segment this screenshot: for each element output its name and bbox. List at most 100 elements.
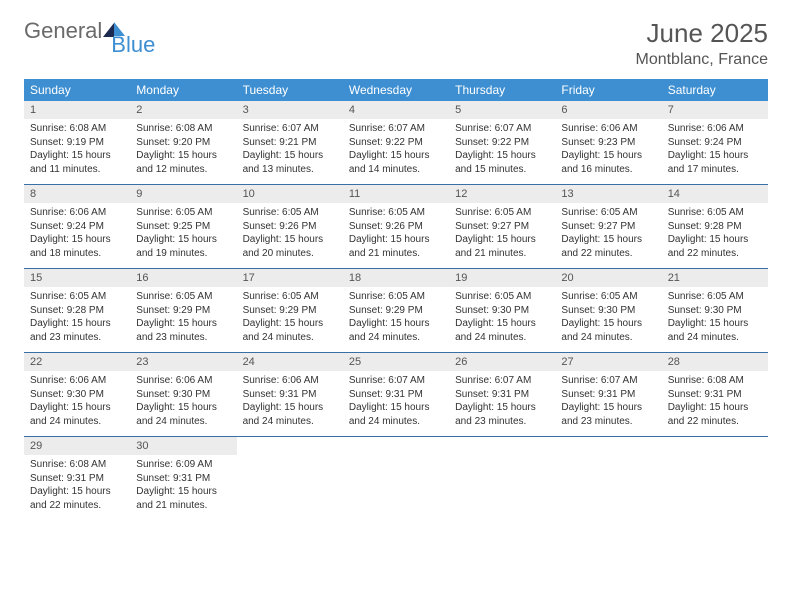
day-ss: Sunset: 9:22 PM bbox=[349, 136, 443, 150]
day-sr: Sunrise: 6:05 AM bbox=[349, 206, 443, 220]
day-number-row: 891011121314 bbox=[24, 185, 768, 204]
day-ss: Sunset: 9:22 PM bbox=[455, 136, 549, 150]
day-d2: and 24 minutes. bbox=[243, 415, 337, 429]
day-ss: Sunset: 9:26 PM bbox=[349, 220, 443, 234]
day-detail-row: Sunrise: 6:08 AMSunset: 9:31 PMDaylight:… bbox=[24, 455, 768, 520]
day-number-cell: 10 bbox=[237, 185, 343, 204]
day-sr: Sunrise: 6:08 AM bbox=[136, 122, 230, 136]
day-d2: and 20 minutes. bbox=[243, 247, 337, 261]
day-ss: Sunset: 9:25 PM bbox=[136, 220, 230, 234]
day-ss: Sunset: 9:31 PM bbox=[243, 388, 337, 402]
day-name: Monday bbox=[130, 79, 236, 101]
day-sr: Sunrise: 6:07 AM bbox=[349, 374, 443, 388]
day-d1: Daylight: 15 hours bbox=[30, 485, 124, 499]
day-number: 29 bbox=[30, 440, 42, 452]
day-number-row: 2930 bbox=[24, 437, 768, 456]
day-d2: and 24 minutes. bbox=[349, 415, 443, 429]
day-number-cell: 26 bbox=[449, 353, 555, 372]
day-number-cell: 3 bbox=[237, 101, 343, 119]
day-name: Sunday bbox=[24, 79, 130, 101]
day-d2: and 21 minutes. bbox=[136, 499, 230, 513]
day-name: Saturday bbox=[662, 79, 768, 101]
day-d2: and 21 minutes. bbox=[349, 247, 443, 261]
day-detail-cell: Sunrise: 6:06 AMSunset: 9:31 PMDaylight:… bbox=[237, 371, 343, 437]
day-d2: and 24 minutes. bbox=[668, 331, 762, 345]
logo-text-blue: Blue bbox=[111, 32, 155, 58]
day-detail-cell: Sunrise: 6:05 AMSunset: 9:29 PMDaylight:… bbox=[343, 287, 449, 353]
day-d1: Daylight: 15 hours bbox=[136, 233, 230, 247]
day-sr: Sunrise: 6:06 AM bbox=[561, 122, 655, 136]
day-number-cell: 19 bbox=[449, 269, 555, 288]
day-number-cell: 24 bbox=[237, 353, 343, 372]
day-number-cell: 13 bbox=[555, 185, 661, 204]
day-ss: Sunset: 9:31 PM bbox=[30, 472, 124, 486]
day-detail-cell bbox=[449, 455, 555, 520]
day-detail-cell: Sunrise: 6:07 AMSunset: 9:31 PMDaylight:… bbox=[449, 371, 555, 437]
day-d1: Daylight: 15 hours bbox=[136, 401, 230, 415]
day-ss: Sunset: 9:24 PM bbox=[30, 220, 124, 234]
day-sr: Sunrise: 6:05 AM bbox=[455, 290, 549, 304]
day-number-cell: 18 bbox=[343, 269, 449, 288]
day-number: 20 bbox=[561, 272, 573, 284]
day-detail-cell: Sunrise: 6:05 AMSunset: 9:30 PMDaylight:… bbox=[449, 287, 555, 353]
day-number-cell bbox=[555, 437, 661, 456]
day-d2: and 24 minutes. bbox=[349, 331, 443, 345]
day-number: 3 bbox=[243, 104, 249, 116]
day-d2: and 18 minutes. bbox=[30, 247, 124, 261]
day-d1: Daylight: 15 hours bbox=[30, 317, 124, 331]
day-d1: Daylight: 15 hours bbox=[30, 149, 124, 163]
day-ss: Sunset: 9:29 PM bbox=[136, 304, 230, 318]
day-d2: and 23 minutes. bbox=[30, 331, 124, 345]
day-ss: Sunset: 9:31 PM bbox=[561, 388, 655, 402]
day-number-cell bbox=[662, 437, 768, 456]
day-number: 10 bbox=[243, 188, 255, 200]
day-number-cell: 14 bbox=[662, 185, 768, 204]
day-d1: Daylight: 15 hours bbox=[243, 401, 337, 415]
day-number-cell bbox=[343, 437, 449, 456]
day-d1: Daylight: 15 hours bbox=[561, 233, 655, 247]
day-ss: Sunset: 9:27 PM bbox=[561, 220, 655, 234]
day-number-cell: 12 bbox=[449, 185, 555, 204]
day-number-cell: 16 bbox=[130, 269, 236, 288]
day-d2: and 23 minutes. bbox=[455, 415, 549, 429]
day-d1: Daylight: 15 hours bbox=[243, 317, 337, 331]
day-number: 9 bbox=[136, 188, 142, 200]
day-number: 17 bbox=[243, 272, 255, 284]
day-d2: and 19 minutes. bbox=[136, 247, 230, 261]
day-d1: Daylight: 15 hours bbox=[349, 149, 443, 163]
day-d2: and 15 minutes. bbox=[455, 163, 549, 177]
day-ss: Sunset: 9:20 PM bbox=[136, 136, 230, 150]
day-number: 19 bbox=[455, 272, 467, 284]
day-number: 5 bbox=[455, 104, 461, 116]
day-number: 16 bbox=[136, 272, 148, 284]
day-sr: Sunrise: 6:05 AM bbox=[136, 290, 230, 304]
day-ss: Sunset: 9:29 PM bbox=[243, 304, 337, 318]
day-sr: Sunrise: 6:05 AM bbox=[668, 206, 762, 220]
day-sr: Sunrise: 6:08 AM bbox=[30, 122, 124, 136]
day-detail-row: Sunrise: 6:08 AMSunset: 9:19 PMDaylight:… bbox=[24, 119, 768, 185]
day-number-cell bbox=[237, 437, 343, 456]
day-ss: Sunset: 9:29 PM bbox=[349, 304, 443, 318]
day-sr: Sunrise: 6:07 AM bbox=[455, 374, 549, 388]
day-sr: Sunrise: 6:06 AM bbox=[668, 122, 762, 136]
day-ss: Sunset: 9:30 PM bbox=[30, 388, 124, 402]
day-ss: Sunset: 9:24 PM bbox=[668, 136, 762, 150]
day-sr: Sunrise: 6:06 AM bbox=[30, 374, 124, 388]
day-number-cell: 2 bbox=[130, 101, 236, 119]
day-number-cell: 4 bbox=[343, 101, 449, 119]
day-sr: Sunrise: 6:07 AM bbox=[243, 122, 337, 136]
day-d2: and 22 minutes. bbox=[561, 247, 655, 261]
day-detail-cell: Sunrise: 6:07 AMSunset: 9:22 PMDaylight:… bbox=[343, 119, 449, 185]
day-name: Wednesday bbox=[343, 79, 449, 101]
day-sr: Sunrise: 6:05 AM bbox=[455, 206, 549, 220]
day-d2: and 13 minutes. bbox=[243, 163, 337, 177]
day-number-row: 22232425262728 bbox=[24, 353, 768, 372]
day-sr: Sunrise: 6:09 AM bbox=[136, 458, 230, 472]
day-d2: and 24 minutes. bbox=[455, 331, 549, 345]
day-d1: Daylight: 15 hours bbox=[243, 149, 337, 163]
day-d2: and 24 minutes. bbox=[243, 331, 337, 345]
day-number-cell: 7 bbox=[662, 101, 768, 119]
day-number: 18 bbox=[349, 272, 361, 284]
day-number-cell: 29 bbox=[24, 437, 130, 456]
day-detail-cell: Sunrise: 6:05 AMSunset: 9:26 PMDaylight:… bbox=[237, 203, 343, 269]
